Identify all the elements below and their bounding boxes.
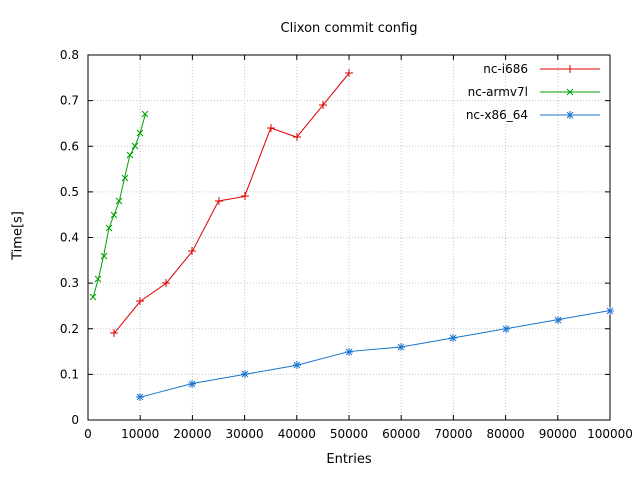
y-tick-label: 0.8 xyxy=(60,48,79,62)
x-tick-label: 60000 xyxy=(382,427,420,441)
series-markers xyxy=(89,110,149,301)
y-tick-label: 0.1 xyxy=(60,367,79,381)
legend-item-nc-armv7l: nc-armv7l xyxy=(468,85,600,99)
y-tick-label: 0.4 xyxy=(60,231,79,245)
y-tick-label: 0.5 xyxy=(60,185,79,199)
y-tick-label: 0 xyxy=(71,413,79,427)
series-markers xyxy=(136,307,614,401)
grid xyxy=(88,55,610,420)
x-tick-label: 0 xyxy=(84,427,92,441)
x-tick-label: 90000 xyxy=(539,427,577,441)
legend-item-nc-i686: nc-i686 xyxy=(483,62,600,76)
series-nc-x86_64 xyxy=(136,307,614,401)
series-line xyxy=(140,310,611,398)
legend: nc-i686 nc-armv7l nc-x86_64 xyxy=(466,62,600,122)
x-tick-label: 70000 xyxy=(434,427,472,441)
legend-label: nc-armv7l xyxy=(468,85,528,99)
x-tick-label: 20000 xyxy=(173,427,211,441)
series-line xyxy=(92,114,146,297)
series-line xyxy=(113,72,350,334)
x-tick-label: 30000 xyxy=(226,427,264,441)
x-tick-label: 40000 xyxy=(278,427,316,441)
series-nc-armv7l xyxy=(89,110,149,301)
y-tick-labels: 0 0.1 0.2 0.3 0.4 0.5 0.6 0.7 0.8 xyxy=(60,48,79,427)
x-tick-label: 10000 xyxy=(121,427,159,441)
legend-item-nc-x86_64: nc-x86_64 xyxy=(466,108,600,122)
legend-label: nc-i686 xyxy=(483,62,528,76)
x-tick-label: 50000 xyxy=(330,427,368,441)
tick-marks xyxy=(87,54,611,421)
x-tick-label: 100000 xyxy=(587,427,633,441)
series-markers xyxy=(110,69,353,337)
y-tick-label: 0.6 xyxy=(60,139,79,153)
series-nc-i686 xyxy=(110,69,353,337)
x-axis-label: Entries xyxy=(326,452,372,467)
legend-label: nc-x86_64 xyxy=(466,108,528,122)
chart-title: Clixon commit config xyxy=(280,21,418,36)
y-tick-label: 0.3 xyxy=(60,276,79,290)
y-tick-label: 0.7 xyxy=(60,94,79,108)
y-tick-label: 0.2 xyxy=(60,322,79,336)
x-tick-labels: 0 10000 20000 30000 40000 50000 60000 70000 8000… xyxy=(84,427,633,441)
x-tick-label: 80000 xyxy=(487,427,525,441)
